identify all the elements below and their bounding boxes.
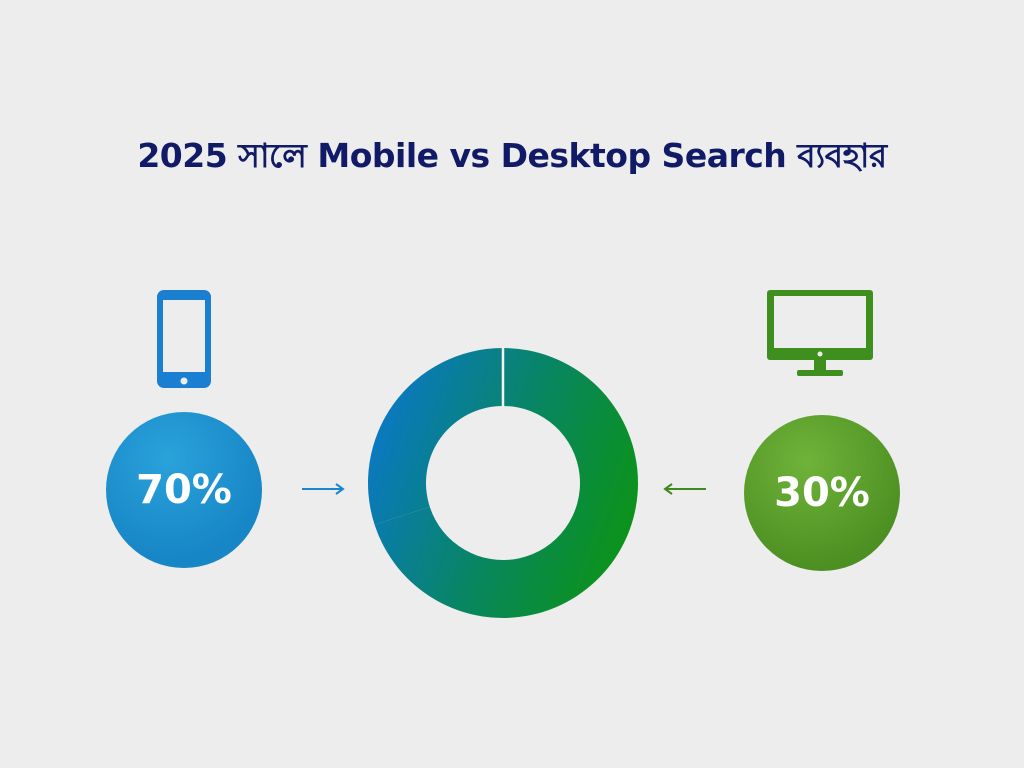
monitor-icon: [767, 290, 873, 376]
donut-chart: [367, 347, 638, 618]
chart-title: 2025 সালে Mobile vs Desktop Search ব্যবহ…: [137, 136, 887, 175]
mobile-percent-badge: 70%: [106, 412, 262, 568]
arrow-right-icon: [302, 483, 345, 495]
arrow-left-icon: [663, 483, 706, 495]
donut-slice-desktop: [367, 348, 503, 525]
smartphone-icon: [157, 290, 211, 388]
desktop-percent-badge: 30%: [744, 415, 900, 571]
donut-slice-mobile: [374, 348, 638, 618]
